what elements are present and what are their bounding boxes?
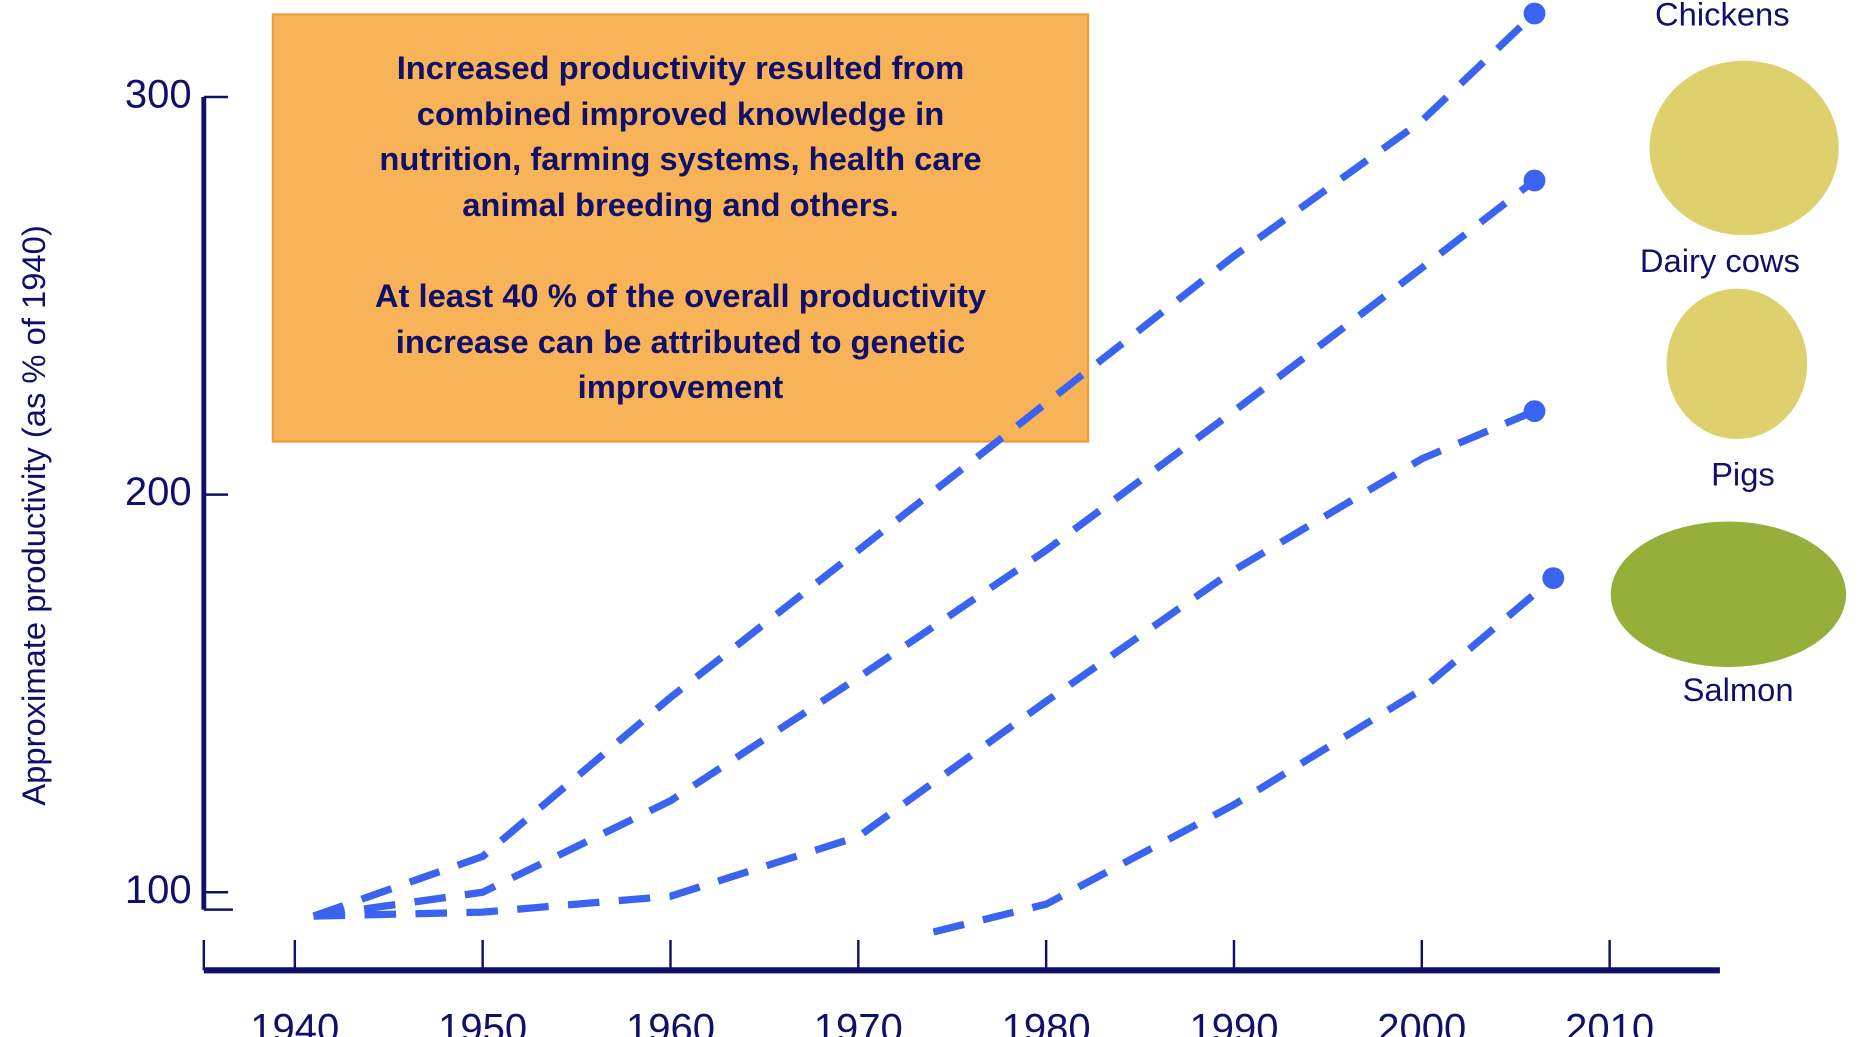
legend-label: Salmon xyxy=(1683,671,1794,708)
y-axis-title: Approximate productivity (as % of 1940) xyxy=(15,225,52,805)
legend-label: Chickens xyxy=(1655,0,1790,33)
annotation-line: increase can be attributed to genetic xyxy=(396,323,965,360)
x-tick-label: 1970 xyxy=(814,1007,903,1037)
salmon-icon xyxy=(1611,522,1846,668)
chart: Approximate productivity (as % of 1940) … xyxy=(0,0,1874,1037)
annotation-line: nutrition, farming systems, health care xyxy=(379,140,981,177)
annotation-line: animal breeding and others. xyxy=(462,186,899,223)
annotation-line: Increased productivity resulted from xyxy=(397,49,965,86)
cow-icon xyxy=(1650,61,1839,236)
end-marker xyxy=(1524,400,1546,422)
annotation-line: combined improved knowledge in xyxy=(417,95,944,132)
page: Approximate productivity (as % of 1940) … xyxy=(0,0,1874,1037)
pig-icon xyxy=(1667,289,1808,439)
annotation-line: improvement xyxy=(578,368,784,405)
end-marker xyxy=(1524,170,1546,192)
series-line xyxy=(933,578,1553,932)
series-line xyxy=(314,411,1535,916)
end-marker xyxy=(1524,3,1546,25)
y-tick-label: 100 xyxy=(125,868,192,912)
legend-label: Dairy cows xyxy=(1640,242,1800,279)
x-tick-label: 1960 xyxy=(626,1007,715,1037)
x-tick-label: 1940 xyxy=(250,1007,339,1037)
x-tick-label: 1980 xyxy=(1002,1007,1091,1037)
annotation-line: At least 40 % of the overall productivit… xyxy=(375,277,987,314)
y-tick-label: 300 xyxy=(125,73,192,117)
end-marker xyxy=(1542,567,1564,589)
legend-label: Pigs xyxy=(1711,455,1775,492)
x-tick-label: 1950 xyxy=(438,1007,527,1037)
x-tick-label: 2010 xyxy=(1565,1007,1654,1037)
x-tick-label: 1990 xyxy=(1189,1007,1278,1037)
x-tick-label: 2000 xyxy=(1377,1007,1466,1037)
y-tick-label: 200 xyxy=(125,470,192,514)
